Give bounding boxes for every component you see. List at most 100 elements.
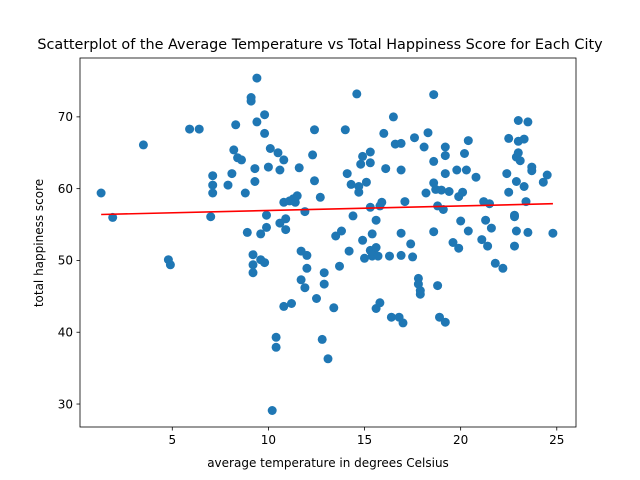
data-point-23 (248, 260, 258, 270)
data-point-172 (519, 182, 529, 191)
data-point-65 (315, 192, 325, 202)
data-point-9 (208, 188, 218, 198)
data-point-149 (471, 172, 481, 182)
data-point-84 (358, 151, 368, 161)
data-point-147 (463, 136, 473, 146)
data-point-19 (242, 227, 252, 237)
data-point-28 (252, 117, 262, 127)
data-point-60 (302, 263, 312, 273)
data-point-66 (317, 334, 327, 344)
data-point-64 (312, 294, 321, 303)
data-point-178 (538, 177, 548, 187)
data-point-5 (165, 260, 175, 270)
data-point-164 (511, 226, 521, 236)
data-point-81 (354, 182, 364, 191)
data-point-1 (96, 188, 106, 198)
data-point-143 (456, 216, 466, 226)
data-point-53 (292, 191, 302, 201)
data-point-58 (300, 283, 310, 293)
x-tick-label-25: 25 (549, 433, 564, 447)
data-point-62 (310, 125, 319, 135)
data-point-31 (260, 128, 270, 138)
data-point-102 (381, 164, 391, 174)
data-point-150 (477, 235, 487, 245)
data-point-92 (367, 229, 377, 239)
data-point-12 (223, 180, 233, 190)
data-point-45 (279, 155, 289, 165)
data-point-56 (296, 275, 306, 285)
data-point-38 (267, 406, 277, 415)
data-point-26 (250, 164, 260, 174)
data-point-138 (444, 187, 454, 196)
data-point-135 (440, 142, 450, 152)
data-point-110 (396, 165, 406, 175)
data-point-114 (406, 239, 416, 249)
data-point-113 (400, 197, 410, 207)
data-point-116 (410, 133, 419, 143)
data-point-175 (523, 117, 533, 127)
data-point-34 (262, 222, 271, 232)
data-point-167 (513, 148, 523, 158)
data-point-36 (263, 162, 273, 172)
data-point-133 (438, 205, 448, 214)
trend-line (101, 202, 553, 216)
data-point-126 (429, 227, 439, 237)
chart-title: Scatterplot of the Average Temperature v… (37, 37, 603, 53)
data-point-3 (138, 140, 148, 150)
data-point-32 (260, 110, 270, 120)
data-point-25 (250, 177, 260, 186)
data-point-96 (373, 251, 383, 261)
data-point-105 (388, 112, 398, 122)
data-point-104 (386, 312, 396, 322)
data-point-13 (227, 169, 237, 179)
data-point-10 (208, 180, 218, 190)
data-point-39 (271, 332, 281, 342)
data-point-108 (396, 250, 406, 260)
data-point-6 (185, 124, 195, 134)
data-point-75 (342, 169, 352, 179)
data-point-86 (361, 177, 371, 187)
data-point-63 (310, 176, 319, 186)
data-point-73 (337, 226, 346, 236)
data-point-124 (429, 90, 439, 100)
data-point-72 (335, 261, 344, 271)
axes-frame (79, 57, 577, 428)
data-point-162 (510, 212, 519, 222)
data-point-144 (458, 187, 468, 197)
data-point-2 (108, 212, 118, 222)
data-point-7 (194, 124, 204, 134)
data-point-85 (360, 253, 369, 263)
y-tick-label-40: 40 (58, 326, 73, 340)
x-tick-label-5: 5 (168, 433, 176, 447)
data-point-95 (371, 215, 381, 225)
data-point-18 (240, 188, 250, 198)
data-point-130 (433, 281, 443, 291)
data-point-165 (511, 177, 521, 186)
data-point-148 (463, 226, 473, 236)
data-point-24 (248, 268, 258, 278)
data-point-145 (460, 149, 469, 158)
data-point-88 (365, 158, 375, 168)
data-point-146 (461, 165, 471, 175)
y-tick-label-70: 70 (58, 110, 73, 124)
data-point-79 (352, 89, 362, 99)
data-point-70 (329, 303, 339, 313)
data-point-137 (440, 317, 450, 327)
data-point-140 (452, 165, 462, 175)
data-point-132 (436, 185, 446, 195)
data-point-61 (308, 150, 318, 160)
data-point-101 (379, 128, 389, 138)
data-point-112 (398, 318, 408, 328)
data-point-179 (542, 170, 552, 180)
data-point-139 (448, 238, 458, 247)
data-point-152 (481, 215, 491, 225)
data-point-44 (279, 301, 289, 311)
data-point-159 (504, 187, 514, 197)
data-point-160 (504, 133, 514, 143)
x-axis-label: average temperature in degrees Celsius (207, 456, 449, 470)
data-point-14 (229, 145, 239, 155)
data-point-115 (408, 252, 418, 262)
data-point-22 (248, 250, 258, 260)
data-point-171 (519, 134, 529, 144)
